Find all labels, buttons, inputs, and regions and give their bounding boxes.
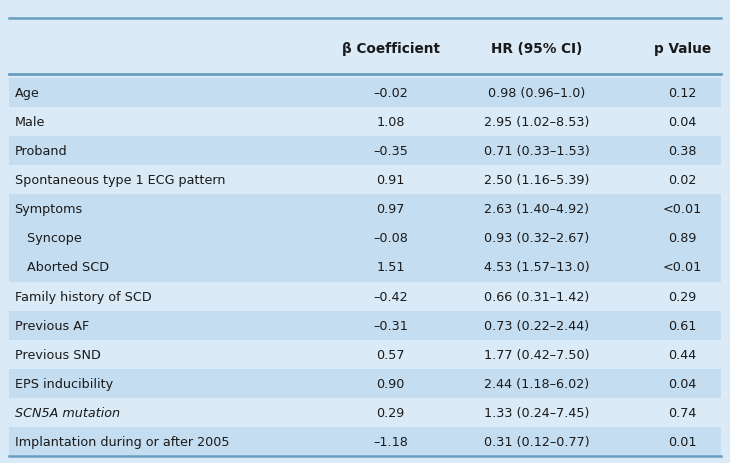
Text: 1.77 (0.42–7.50): 1.77 (0.42–7.50) xyxy=(484,348,589,361)
Text: –1.18: –1.18 xyxy=(373,435,408,448)
Text: 2.95 (1.02–8.53): 2.95 (1.02–8.53) xyxy=(484,116,589,129)
Text: p Value: p Value xyxy=(654,42,711,56)
Text: –0.02: –0.02 xyxy=(373,87,408,100)
Bar xyxy=(9,253,721,282)
Text: 0.74: 0.74 xyxy=(669,406,696,419)
Text: 0.44: 0.44 xyxy=(669,348,696,361)
Bar xyxy=(9,427,721,456)
Text: 0.29: 0.29 xyxy=(669,290,696,303)
Text: SCN5A mutation: SCN5A mutation xyxy=(15,406,120,419)
Text: 0.31 (0.12–0.77): 0.31 (0.12–0.77) xyxy=(484,435,589,448)
Text: 0.97: 0.97 xyxy=(377,203,404,216)
Text: –0.35: –0.35 xyxy=(373,145,408,158)
Text: Aborted SCD: Aborted SCD xyxy=(15,261,109,274)
Text: 0.91: 0.91 xyxy=(377,174,404,187)
Text: 0.73 (0.22–2.44): 0.73 (0.22–2.44) xyxy=(484,319,589,332)
Text: 2.44 (1.18–6.02): 2.44 (1.18–6.02) xyxy=(484,377,589,390)
Text: Proband: Proband xyxy=(15,145,67,158)
Bar xyxy=(9,224,721,253)
Text: Age: Age xyxy=(15,87,39,100)
Bar xyxy=(9,311,721,340)
Bar xyxy=(9,369,721,398)
Text: Syncope: Syncope xyxy=(15,232,81,245)
Text: Symptoms: Symptoms xyxy=(15,203,82,216)
Text: Implantation during or after 2005: Implantation during or after 2005 xyxy=(15,435,229,448)
Text: 1.51: 1.51 xyxy=(376,261,405,274)
Text: Previous AF: Previous AF xyxy=(15,319,89,332)
Text: 0.90: 0.90 xyxy=(377,377,404,390)
Text: 0.61: 0.61 xyxy=(669,319,696,332)
Text: 2.50 (1.16–5.39): 2.50 (1.16–5.39) xyxy=(484,174,589,187)
Text: Spontaneous type 1 ECG pattern: Spontaneous type 1 ECG pattern xyxy=(15,174,225,187)
Text: 0.04: 0.04 xyxy=(669,116,696,129)
Bar xyxy=(9,195,721,224)
Text: 2.63 (1.40–4.92): 2.63 (1.40–4.92) xyxy=(484,203,589,216)
Text: 0.29: 0.29 xyxy=(377,406,404,419)
Text: 0.38: 0.38 xyxy=(668,145,697,158)
Text: 0.66 (0.31–1.42): 0.66 (0.31–1.42) xyxy=(484,290,589,303)
Text: β Coefficient: β Coefficient xyxy=(342,42,439,56)
Bar xyxy=(9,137,721,166)
Bar xyxy=(9,79,721,108)
Text: 4.53 (1.57–13.0): 4.53 (1.57–13.0) xyxy=(484,261,589,274)
Text: 0.89: 0.89 xyxy=(669,232,696,245)
Text: 1.08: 1.08 xyxy=(376,116,405,129)
Text: Family history of SCD: Family history of SCD xyxy=(15,290,151,303)
Text: 0.04: 0.04 xyxy=(669,377,696,390)
Text: 1.33 (0.24–7.45): 1.33 (0.24–7.45) xyxy=(484,406,589,419)
Text: 0.12: 0.12 xyxy=(669,87,696,100)
Text: Previous SND: Previous SND xyxy=(15,348,101,361)
Text: HR (95% CI): HR (95% CI) xyxy=(491,42,583,56)
Text: –0.31: –0.31 xyxy=(373,319,408,332)
Text: <0.01: <0.01 xyxy=(663,261,702,274)
Text: <0.01: <0.01 xyxy=(663,203,702,216)
Text: 0.57: 0.57 xyxy=(376,348,405,361)
Text: 0.98 (0.96–1.0): 0.98 (0.96–1.0) xyxy=(488,87,585,100)
Text: Male: Male xyxy=(15,116,45,129)
Text: –0.08: –0.08 xyxy=(373,232,408,245)
Text: –0.42: –0.42 xyxy=(373,290,408,303)
Text: 0.02: 0.02 xyxy=(669,174,696,187)
Text: 0.71 (0.33–1.53): 0.71 (0.33–1.53) xyxy=(484,145,589,158)
Text: 0.93 (0.32–2.67): 0.93 (0.32–2.67) xyxy=(484,232,589,245)
Text: EPS inducibility: EPS inducibility xyxy=(15,377,112,390)
Text: 0.01: 0.01 xyxy=(668,435,697,448)
